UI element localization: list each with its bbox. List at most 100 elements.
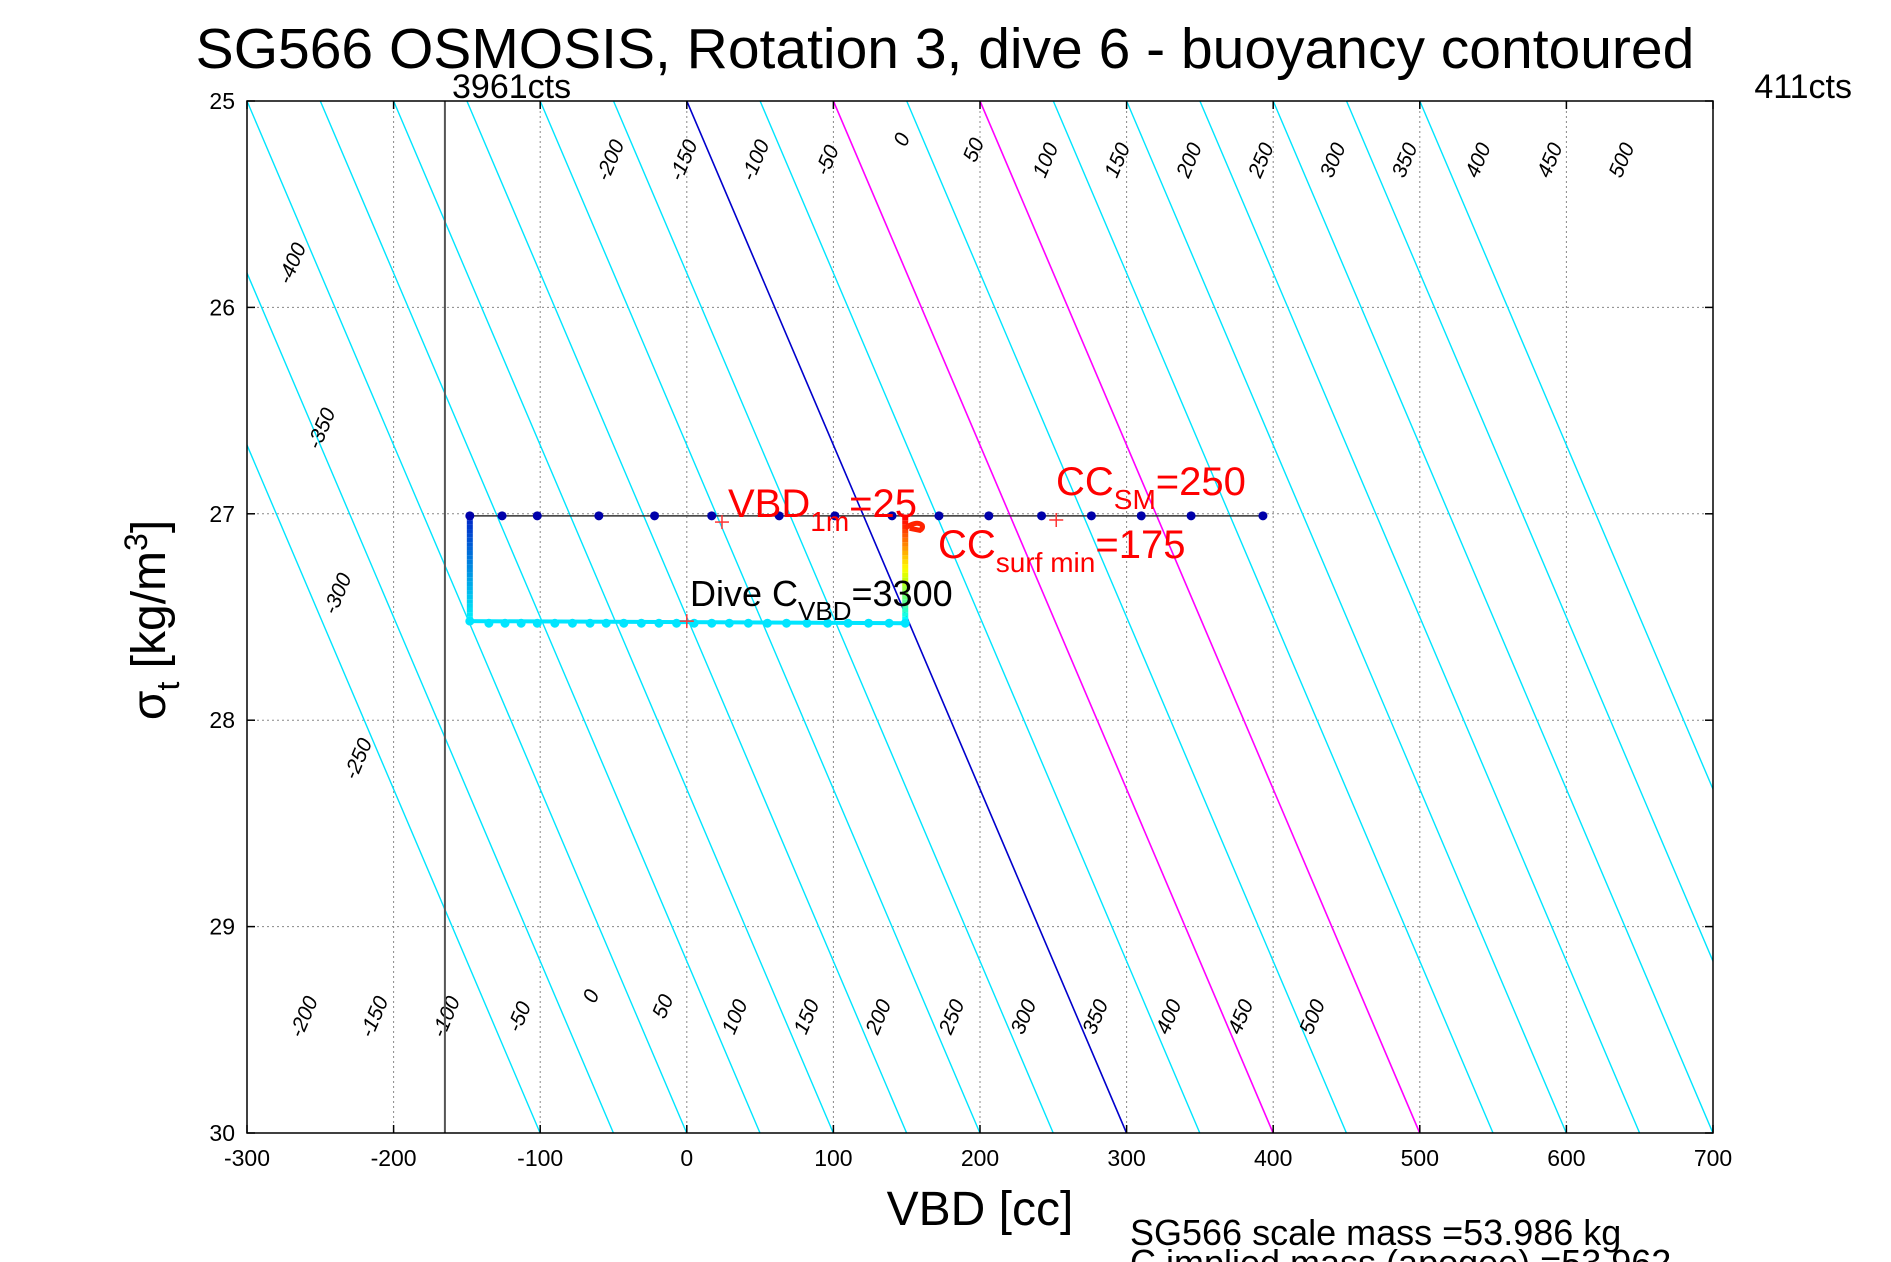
y-tick-label: 25: [209, 88, 235, 114]
x-tick-label: 400: [1254, 1145, 1292, 1171]
contour-label: 350: [1388, 139, 1423, 181]
vbd-1m-annotation: VBD1m=25: [728, 482, 917, 537]
contour-label: 450: [1223, 996, 1258, 1038]
contour-label: 500: [1605, 139, 1640, 181]
contour-line--400: [247, 443, 541, 1133]
implied-mass-text: C implied mass (apogee) =53.962: [1130, 1242, 1671, 1262]
x-tick-label: 600: [1547, 1145, 1585, 1171]
x-tick-label: -200: [371, 1145, 417, 1171]
contour-label: -400: [274, 239, 312, 287]
x-tick-label: -100: [517, 1145, 563, 1171]
contour-label: 450: [1533, 139, 1568, 181]
surface-hook: [903, 520, 926, 533]
contour-label: 500: [1295, 996, 1330, 1038]
y-ticks: 25 26 27 28 29 30: [209, 88, 1713, 1146]
contour-label: 150: [789, 996, 824, 1038]
contour-lines: [247, 101, 1713, 1133]
contour-line-400: [1272, 101, 1713, 1133]
dive-c-vbd-annotation: Dive CVBD=3300: [690, 573, 953, 626]
x-ticks: -300 -200 -100 0 100 200 300 400 500 600 700: [224, 101, 1732, 1171]
contour-label: -100: [427, 993, 465, 1041]
profile-point: [636, 618, 646, 628]
profile-point: [601, 618, 611, 628]
profile-point: [762, 618, 772, 628]
contour-label: -150: [665, 136, 703, 184]
contour-label: -150: [356, 993, 394, 1041]
contour-label: 0: [889, 130, 915, 150]
profile-point: [884, 618, 894, 628]
contour-line-250: [1052, 101, 1494, 1133]
y-tick-label: 30: [209, 1120, 235, 1146]
contour-label: -200: [592, 136, 630, 184]
contour-label: 50: [959, 135, 989, 166]
contour-label: -50: [811, 142, 844, 179]
profile-point: [550, 618, 560, 628]
profile-point: [532, 618, 542, 628]
y-axis-label: σt [kg/m3]: [118, 520, 186, 720]
cc-sm-annotation: CCSM=250: [1056, 460, 1246, 515]
contour-label: -200: [285, 993, 323, 1041]
x-tick-label: 500: [1401, 1145, 1439, 1171]
profile-point: [1037, 511, 1047, 521]
vbd-min-label: 3961cts: [452, 68, 571, 106]
contour-label: -350: [303, 405, 341, 453]
profile-point: [619, 618, 629, 628]
contour-label: 200: [861, 996, 896, 1038]
profile-point: [567, 618, 577, 628]
contour-line--350: [247, 271, 615, 1133]
contour-labels: -400 -350 -300 -250 -200 -150 -100 -50 0 50 100 150…: [274, 130, 1640, 1041]
scale-mass-text: SG566 scale mass =53.986 kg: [1130, 1212, 1621, 1253]
profile-point: [774, 511, 784, 521]
contour-label: 300: [1006, 996, 1041, 1038]
contour-label: -300: [319, 570, 357, 618]
cc-surf-min-annotation: CCsurf min=175: [938, 523, 1185, 578]
contour-label: 300: [1316, 139, 1351, 181]
profile-point: [864, 618, 874, 628]
contour-line-150: [906, 101, 1348, 1133]
profile-point: [1186, 511, 1196, 521]
contour-label: 400: [1152, 996, 1187, 1038]
contour-line-450: [1345, 101, 1713, 963]
contour-line--50: [612, 101, 1054, 1133]
contour-line-300: [1125, 101, 1567, 1133]
x-tick-label: 100: [814, 1145, 852, 1171]
contour-label: -100: [737, 136, 775, 184]
contour-line-100: [832, 101, 1274, 1133]
profile-point: [934, 511, 944, 521]
contour-label: 100: [1028, 139, 1063, 181]
contour-label: 50: [648, 991, 678, 1022]
x-tick-label: 700: [1694, 1145, 1732, 1171]
profile-point: [724, 618, 734, 628]
profile-point: [1258, 511, 1268, 521]
y-tick-label: 29: [209, 914, 235, 940]
profile-point: [823, 618, 833, 628]
profile-point: [594, 511, 604, 521]
contour-label: -50: [503, 998, 536, 1035]
profile-point: [984, 511, 994, 521]
profile-point: [672, 618, 682, 628]
profile-point: [887, 511, 897, 521]
profile-point: [781, 618, 791, 628]
x-tick-label: 0: [680, 1145, 693, 1171]
profile-point: [465, 511, 475, 521]
profile-point: [654, 618, 664, 628]
contour-line--100: [539, 101, 981, 1133]
contour-label: 100: [718, 996, 753, 1038]
profile-point: [465, 616, 475, 626]
profile-point: [1136, 511, 1146, 521]
dive-profile: [465, 511, 1268, 628]
profile-point: [532, 511, 542, 521]
vbd-max-label: 411cts: [1754, 68, 1852, 106]
contour-label: 150: [1100, 139, 1135, 181]
profile-point: [585, 618, 595, 628]
profile-point: [802, 618, 812, 628]
contour-label: 350: [1078, 996, 1113, 1038]
contour-label: 0: [579, 986, 605, 1006]
contour-label: 250: [1244, 139, 1279, 181]
contour-line--200: [392, 101, 834, 1133]
markers: [679, 512, 1064, 629]
y-tick-label: 26: [209, 294, 235, 320]
x-tick-label: 300: [1107, 1145, 1145, 1171]
profile-point: [497, 511, 507, 521]
